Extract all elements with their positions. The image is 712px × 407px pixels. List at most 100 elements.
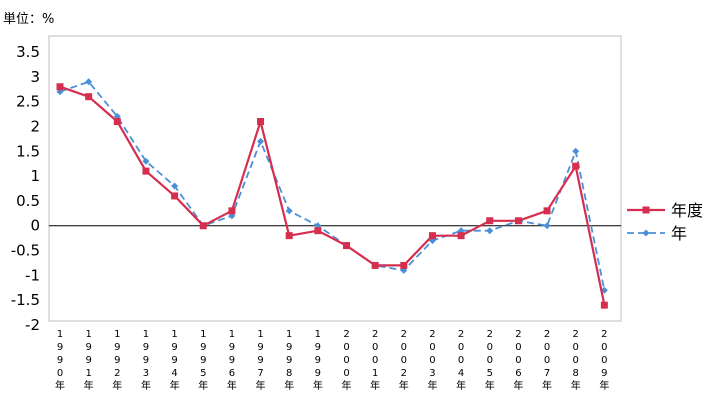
- x-tick-char: 0: [544, 355, 550, 366]
- x-tick-label: 1 9 9 3年: [141, 329, 151, 392]
- x-tick-suffix: 年: [256, 379, 266, 392]
- x-tick-char: 9: [315, 355, 321, 366]
- series-line: [59, 80, 606, 291]
- x-tick-char: 2: [573, 329, 579, 340]
- x-tick-suffix: 年: [112, 379, 122, 392]
- x-tick-char: 1: [57, 329, 63, 340]
- x-tick-char: 2: [343, 329, 349, 340]
- x-tick-char: 7: [544, 368, 550, 379]
- x-tick-label: 1 9 9 6年: [227, 329, 237, 392]
- y-tick-label: 0: [30, 217, 40, 235]
- x-tick-char: 0: [487, 355, 493, 366]
- x-tick-char: 1: [85, 329, 91, 340]
- x-tick-char: 0: [429, 342, 435, 353]
- x-tick-char: 0: [544, 342, 550, 353]
- legend-label: 年度: [671, 201, 703, 220]
- data-point: [85, 78, 93, 86]
- x-tick-char: 1: [229, 329, 235, 340]
- x-tick-char: 9: [57, 342, 63, 353]
- series-layer: [56, 78, 608, 309]
- x-tick-suffix: 年: [427, 379, 437, 392]
- y-tick-label: -1.5: [11, 291, 40, 309]
- x-tick-char: 9: [114, 355, 120, 366]
- x-tick-char: 9: [601, 368, 607, 379]
- x-tick-suffix: 年: [513, 379, 523, 392]
- y-axis: 3.5 3 2.5 2 1.5 1 0.5 0 -0.5 -1 -1.5 -2: [11, 43, 40, 334]
- x-tick-char: 1: [372, 368, 378, 379]
- plot-area: [48, 35, 622, 322]
- legend: 年度年: [627, 201, 703, 243]
- data-point: [85, 93, 93, 101]
- x-tick-char: 9: [229, 355, 235, 366]
- x-tick-char: 0: [401, 355, 407, 366]
- y-tick-label: 0.5: [16, 192, 40, 210]
- x-tick-char: 9: [85, 355, 91, 366]
- x-tick-label: 2 0 0 6年: [513, 329, 523, 392]
- data-point: [600, 301, 608, 309]
- series-line: [59, 85, 606, 306]
- x-tick-char: 2: [401, 368, 407, 379]
- x-tick-suffix: 年: [571, 379, 581, 392]
- x-tick-label: 2 0 0 8年: [571, 329, 581, 392]
- y-tick-label: 2.5: [16, 93, 40, 111]
- x-tick-label: 2 0 0 9年: [599, 329, 609, 392]
- legend-label: 年: [671, 224, 687, 243]
- y-tick-label: 2: [30, 117, 40, 135]
- x-tick-char: 9: [114, 342, 120, 353]
- data-point: [371, 261, 379, 269]
- y-tick-label: -1: [25, 266, 40, 284]
- x-tick-char: 2: [429, 329, 435, 340]
- x-tick-char: 1: [315, 329, 321, 340]
- x-tick-char: 6: [515, 368, 521, 379]
- data-point: [257, 137, 265, 145]
- x-tick-char: 2: [458, 329, 464, 340]
- x-tick-suffix: 年: [227, 379, 237, 392]
- data-point: [228, 207, 236, 215]
- legend-item: 年: [627, 224, 687, 243]
- data-point: [543, 222, 551, 230]
- x-tick-char: 0: [487, 342, 493, 353]
- x-tick-char: 0: [573, 342, 579, 353]
- x-tick-label: 1 9 9 4年: [170, 329, 180, 392]
- x-tick-char: 9: [257, 342, 263, 353]
- x-tick-char: 0: [458, 355, 464, 366]
- data-point: [514, 217, 522, 225]
- x-tick-char: 0: [343, 368, 349, 379]
- x-tick-label: 2 0 0 4年: [456, 329, 466, 392]
- data-point: [543, 207, 551, 215]
- series-0: [56, 83, 608, 309]
- data-point: [428, 232, 436, 240]
- x-tick-label: 2 0 0 7年: [542, 329, 552, 392]
- x-tick-suffix: 年: [399, 379, 409, 392]
- x-tick-char: 9: [171, 355, 177, 366]
- x-tick-suffix: 年: [141, 379, 151, 392]
- data-point: [142, 167, 150, 175]
- x-tick-char: 0: [601, 355, 607, 366]
- x-tick-suffix: 年: [55, 379, 65, 392]
- x-tick-char: 9: [143, 342, 149, 353]
- x-tick-char: 9: [315, 368, 321, 379]
- x-tick-char: 0: [401, 342, 407, 353]
- x-tick-suffix: 年: [284, 379, 294, 392]
- x-tick-suffix: 年: [198, 379, 208, 392]
- x-tick-label: 1 9 9 7年: [256, 329, 266, 392]
- data-point: [171, 192, 179, 200]
- data-point: [113, 117, 121, 125]
- x-tick-char: 9: [57, 355, 63, 366]
- series-1: [56, 78, 608, 294]
- x-tick-char: 2: [401, 329, 407, 340]
- x-tick-char: 1: [200, 329, 206, 340]
- x-tick-char: 2: [601, 329, 607, 340]
- y-tick-label: 1.5: [16, 142, 40, 160]
- x-tick-char: 1: [257, 329, 263, 340]
- x-tick-char: 1: [286, 329, 292, 340]
- y-tick-label: -0.5: [11, 242, 40, 260]
- y-tick-label: -2: [25, 316, 40, 334]
- legend-marker: [642, 206, 650, 214]
- data-point: [457, 232, 465, 240]
- x-tick-char: 0: [458, 342, 464, 353]
- unit-label: 単位：%: [3, 11, 54, 27]
- x-tick-char: 1: [143, 329, 149, 340]
